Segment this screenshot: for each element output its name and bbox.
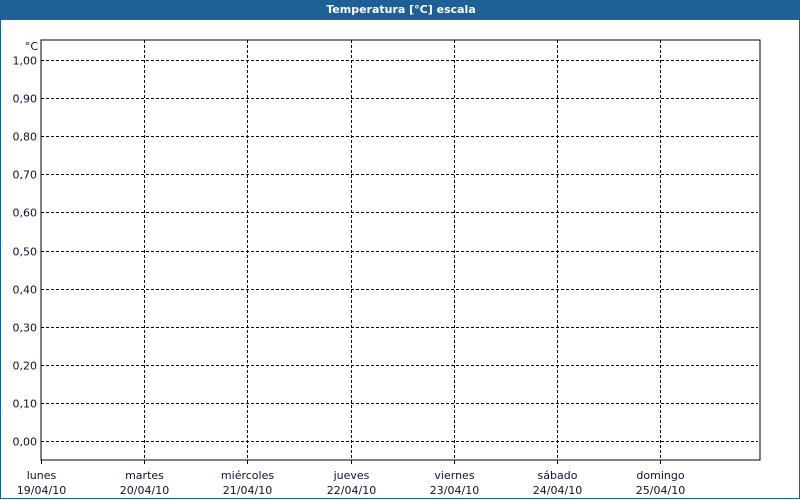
x-tick-date: 20/04/10 xyxy=(120,484,169,497)
y-axis-unit: °C xyxy=(25,40,39,53)
y-tick-label: 0,60 xyxy=(13,207,38,220)
y-tick-label: 0,50 xyxy=(13,246,38,259)
y-tick-label: 0,30 xyxy=(13,322,38,335)
x-tick-date: 25/04/10 xyxy=(636,484,685,497)
x-tick-date: 22/04/10 xyxy=(327,484,376,497)
plot-frame xyxy=(40,39,761,461)
x-tick-day: sábado xyxy=(538,469,578,482)
y-tick-label: 0,20 xyxy=(13,360,38,373)
x-tick-day: martes xyxy=(125,469,164,482)
chart-title: Temperatura [°C] escala xyxy=(1,0,800,20)
x-tick-date: 19/04/10 xyxy=(17,484,66,497)
x-tick-day: domingo xyxy=(636,469,684,482)
y-tick-label: 0,40 xyxy=(13,284,38,297)
x-tick-day: miércoles xyxy=(221,469,274,482)
y-tick-label: 0,70 xyxy=(13,169,38,182)
y-tick-label: 0,00 xyxy=(13,436,38,449)
x-tick-day: lunes xyxy=(27,469,57,482)
y-tick-label: 0,90 xyxy=(13,93,38,106)
x-tick-date: 24/04/10 xyxy=(533,484,582,497)
x-tick-day: jueves xyxy=(333,469,370,482)
x-tick-date: 21/04/10 xyxy=(223,484,272,497)
y-tick-label: 0,80 xyxy=(13,131,38,144)
x-tick-day: viernes xyxy=(434,469,474,482)
y-tick-label: 0,10 xyxy=(13,398,38,411)
x-tick-date: 23/04/10 xyxy=(430,484,479,497)
y-tick-label: 1,00 xyxy=(13,55,38,68)
